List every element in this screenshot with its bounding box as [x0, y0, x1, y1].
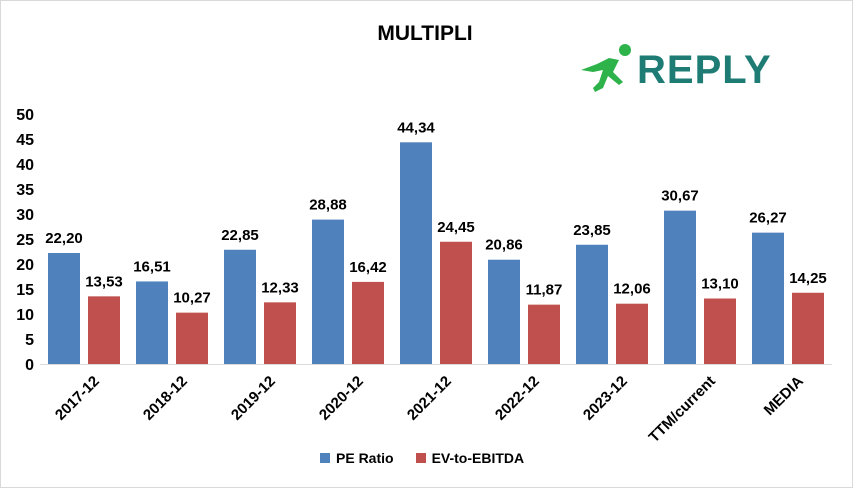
x-tick-label: TTM/current	[646, 373, 719, 446]
bar-pe-ratio	[48, 253, 80, 364]
x-tick-label: 2020-12	[316, 373, 367, 424]
legend-swatch-ev-to-ebitda	[415, 453, 426, 463]
bar-pe-ratio	[752, 232, 784, 364]
data-label-pe-ratio: 28,88	[309, 197, 347, 214]
x-tick-label: 2018-12	[140, 373, 191, 424]
data-label-pe-ratio: 44,34	[397, 119, 435, 136]
x-tick-label: 2017-12	[52, 373, 103, 424]
legend-item-ev-to-ebitda: EV-to-EBITDA	[415, 450, 525, 466]
bar-pe-ratio	[224, 249, 256, 364]
data-label-ev-to-ebitda: 16,42	[349, 259, 387, 276]
data-label-ev-to-ebitda: 10,27	[173, 290, 211, 307]
bar-pe-ratio	[488, 259, 520, 364]
y-tick-label: 5	[25, 332, 34, 349]
data-label-ev-to-ebitda: 13,10	[701, 276, 739, 293]
legend-item-pe-ratio: PE Ratio	[320, 450, 394, 466]
legend: PE Ratio EV-to-EBITDA	[320, 448, 546, 468]
bar-ev-to-ebitda	[88, 296, 120, 364]
data-label-ev-to-ebitda: 14,25	[789, 270, 827, 287]
data-label-ev-to-ebitda: 12,33	[261, 279, 299, 296]
x-tick-label: 2022-12	[492, 373, 543, 424]
y-tick-label: 25	[16, 232, 34, 249]
reply-logo: REPLY	[575, 38, 795, 100]
bar-ev-to-ebitda	[704, 298, 736, 364]
bar-pe-ratio	[576, 244, 608, 364]
data-label-pe-ratio: 16,51	[133, 258, 171, 275]
data-label-pe-ratio: 22,20	[45, 230, 83, 247]
data-label-ev-to-ebitda: 11,87	[526, 282, 563, 299]
logo-text: REPLY	[637, 48, 772, 92]
data-label-pe-ratio: 26,27	[749, 210, 787, 227]
y-tick-label: 20	[16, 257, 34, 274]
data-label-ev-to-ebitda: 24,45	[437, 219, 475, 236]
chart-title: MULTIPLI	[377, 22, 473, 45]
x-tick-label: MEDIA	[761, 373, 807, 419]
data-label-ev-to-ebitda: 13,53	[85, 273, 123, 290]
legend-label-pe-ratio: PE Ratio	[336, 450, 394, 466]
y-tick-label: 0	[25, 357, 34, 374]
y-tick-label: 50	[16, 107, 34, 124]
data-label-ev-to-ebitda: 12,06	[613, 281, 651, 298]
y-tick-label: 40	[16, 157, 34, 174]
data-label-pe-ratio: 23,85	[573, 222, 611, 239]
bar-pe-ratio	[312, 219, 344, 364]
bar-ev-to-ebitda	[176, 312, 208, 364]
runner-logo-icon	[581, 44, 631, 92]
x-tick-label: 2019-12	[228, 373, 279, 424]
data-label-pe-ratio: 22,85	[221, 227, 259, 244]
y-tick-label: 35	[16, 182, 34, 199]
y-tick-label: 30	[16, 207, 34, 224]
y-tick-label: 10	[16, 307, 34, 324]
bar-ev-to-ebitda	[616, 303, 648, 364]
bar-ev-to-ebitda	[352, 281, 384, 364]
y-tick-label: 15	[16, 282, 34, 299]
data-label-pe-ratio: 30,67	[661, 188, 699, 205]
x-tick-label: 2021-12	[404, 373, 455, 424]
bar-ev-to-ebitda	[528, 304, 560, 364]
bar-ev-to-ebitda	[264, 302, 296, 364]
y-tick-label: 45	[16, 132, 34, 149]
legend-swatch-pe-ratio	[320, 453, 330, 463]
legend-label-ev-to-ebitda: EV-to-EBITDA	[431, 450, 525, 466]
data-label-pe-ratio: 20,86	[485, 237, 523, 254]
bar-pe-ratio	[664, 210, 696, 364]
bar-pe-ratio	[400, 142, 432, 364]
bar-ev-to-ebitda	[440, 241, 472, 364]
bar-ev-to-ebitda	[792, 292, 824, 364]
x-tick-label: 2023-12	[580, 373, 631, 424]
bar-pe-ratio	[136, 281, 168, 364]
